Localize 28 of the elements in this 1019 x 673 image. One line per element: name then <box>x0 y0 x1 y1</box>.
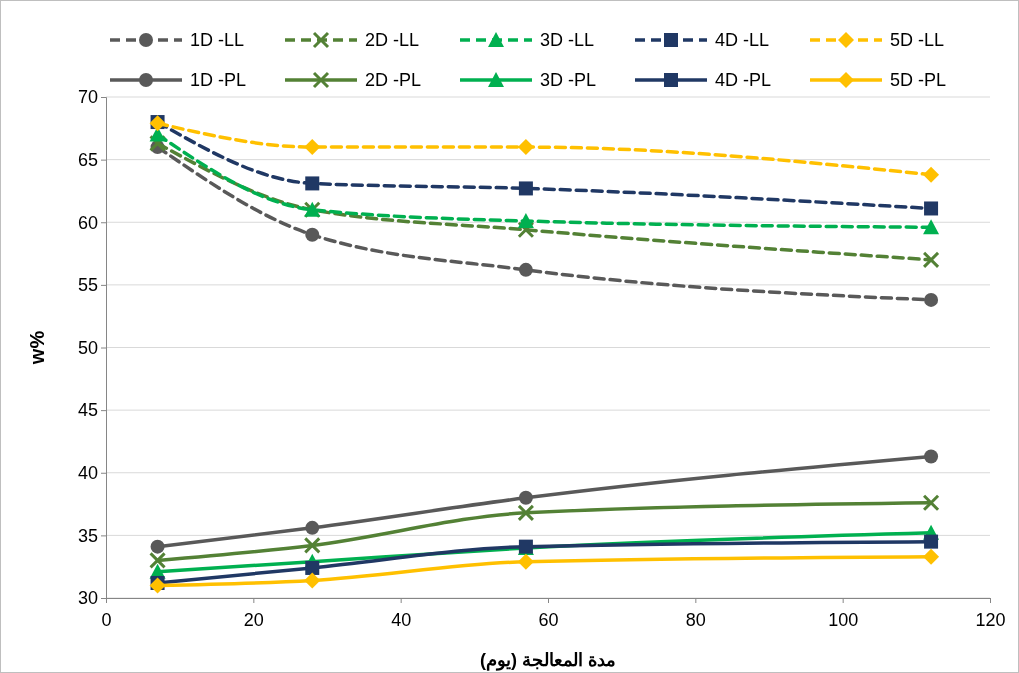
legend-label: 1D -PL <box>190 70 247 91</box>
x-axis-title: مدة المعالجة (يوم) <box>480 650 616 671</box>
legend-label: 2D -PL <box>365 70 422 91</box>
x-tick-label: 60 <box>538 609 559 630</box>
x-tick-label: 20 <box>243 609 264 630</box>
legend-label: 5D -LL <box>890 30 945 51</box>
legend-label: 4D -PL <box>715 70 772 91</box>
legend-label: 4D -LL <box>715 30 770 51</box>
x-tick-label: 80 <box>685 609 706 630</box>
y-tick-label: 65 <box>77 149 98 170</box>
x-tick-label: 100 <box>828 609 859 630</box>
legend-label: 3D -PL <box>540 70 597 91</box>
y-tick-label: 50 <box>77 337 98 358</box>
legend-label: 1D -LL <box>190 30 245 51</box>
y-tick-label: 60 <box>77 212 98 233</box>
legend-label: 5D -PL <box>890 70 947 91</box>
y-tick-label: 40 <box>77 463 98 484</box>
y-tick-label: 45 <box>77 400 98 421</box>
x-tick-label: 120 <box>975 609 1006 630</box>
y-axis-title: w% <box>26 330 48 366</box>
y-tick-label: 30 <box>77 588 98 609</box>
legend-label: 3D -LL <box>540 30 595 51</box>
y-tick-label: 70 <box>77 87 98 108</box>
legend-label: 2D -LL <box>365 30 420 51</box>
y-tick-label: 55 <box>77 275 98 296</box>
y-tick-label: 35 <box>77 525 98 546</box>
x-tick-label: 0 <box>101 609 112 630</box>
x-tick-label: 40 <box>391 609 412 630</box>
